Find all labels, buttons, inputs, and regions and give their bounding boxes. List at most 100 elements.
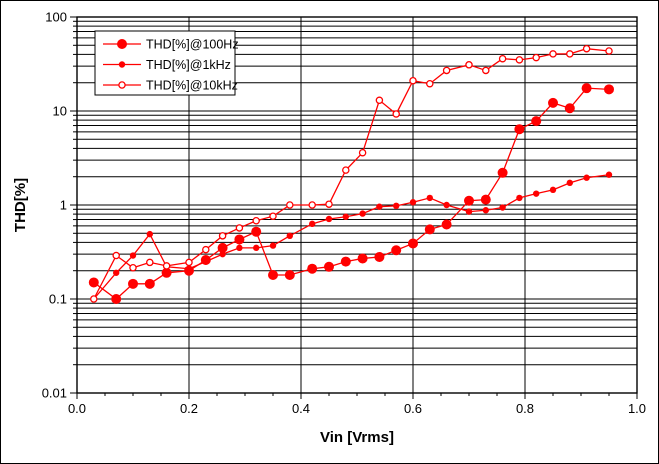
marker-large-filled [464, 195, 474, 206]
x-tick-label: 0.2 [180, 401, 198, 416]
marker-open [218, 232, 227, 240]
marker-large-filled [604, 84, 614, 95]
marker-large-filled [514, 124, 525, 135]
marker-open [426, 79, 434, 88]
legend-item: THD[%]@10kHz [103, 79, 238, 93]
marker-large-filled [117, 39, 127, 49]
legend-label: THD[%]@100Hz [146, 38, 239, 52]
marker-open [465, 61, 473, 69]
marker-small-filled [236, 244, 243, 252]
marker-open [582, 44, 591, 53]
marker-small-filled [253, 244, 260, 252]
marker-large-filled [357, 253, 368, 264]
marker-large-filled [234, 234, 245, 245]
legend-label: THD[%]@1kHz [146, 58, 231, 72]
marker-small-filled [409, 199, 417, 206]
data-series [88, 44, 614, 304]
marker-open [442, 66, 451, 75]
marker-large-filled [128, 278, 138, 289]
marker-open [286, 201, 294, 209]
y-tick-label: 100 [45, 10, 67, 25]
marker-open [375, 96, 384, 105]
marker-small-filled [465, 208, 473, 215]
marker-large-filled [324, 261, 334, 272]
series-line [93, 174, 610, 300]
marker-large-filled [391, 245, 402, 256]
marker-small-filled [549, 186, 557, 194]
marker-large-filled [581, 83, 592, 94]
legend-label: THD[%]@10kHz [146, 79, 238, 93]
marker-open [498, 54, 507, 63]
y-tick-label: 10 [53, 104, 67, 119]
marker-open [202, 245, 210, 254]
x-tick-label: 1.0 [628, 401, 646, 416]
marker-open [118, 81, 126, 89]
marker-small-filled [583, 174, 590, 181]
marker-small-filled [566, 179, 573, 187]
legend: THD[%]@100Hz THD[%]@1kHz THD[%]@10kHz [94, 30, 239, 96]
x-axis-title: Vin [Vrms] [320, 429, 394, 446]
legend-item: THD[%]@1kHz [103, 58, 231, 72]
marker-small-filled [325, 215, 333, 223]
legend-item: THD[%]@100Hz [103, 38, 239, 52]
marker-large-filled [480, 194, 491, 205]
marker-small-filled [286, 232, 293, 240]
marker-small-filled [269, 242, 277, 249]
marker-open [605, 47, 613, 55]
marker-open [146, 258, 154, 267]
marker-open [269, 212, 277, 220]
marker-small-filled [393, 202, 400, 210]
marker-large-filled [307, 263, 318, 274]
marker-small-filled [309, 220, 316, 228]
marker-open [129, 264, 137, 272]
marker-large-filled [251, 226, 262, 237]
marker-small-filled [443, 201, 450, 209]
marker-small-filled [605, 171, 613, 178]
marker-small-filled [202, 258, 209, 265]
marker-large-filled [441, 219, 452, 230]
marker-open [482, 66, 490, 75]
marker-small-filled [129, 252, 137, 259]
marker-large-filled [268, 270, 278, 281]
marker-open [515, 56, 524, 64]
marker-open [252, 216, 260, 225]
marker-small-filled [219, 250, 226, 258]
marker-large-filled [374, 251, 385, 262]
marker-large-filled [408, 238, 418, 249]
marker-large-filled [217, 242, 228, 253]
marker-open [532, 53, 540, 62]
marker-small-filled [482, 207, 489, 214]
marker-open [162, 262, 171, 270]
marker-open [549, 50, 557, 58]
marker-small-filled [146, 230, 153, 238]
marker-small-filled [376, 203, 383, 210]
marker-small-filled [533, 190, 540, 197]
marker-large-filled [564, 103, 575, 114]
marker-large-filled [340, 256, 351, 267]
series-thd-1khz [90, 171, 613, 303]
marker-small-filled [118, 61, 126, 68]
series-thd-10khz [90, 44, 613, 303]
marker-small-filled [426, 194, 433, 202]
marker-open [566, 50, 574, 58]
y-tick-label: 1 [60, 198, 67, 213]
marker-open [308, 201, 316, 209]
marker-open [342, 166, 350, 174]
marker-large-filled [497, 167, 508, 178]
marker-small-filled [113, 269, 120, 276]
x-tick-label: 0.0 [68, 401, 86, 416]
marker-large-filled [161, 267, 172, 278]
marker-small-filled [342, 213, 349, 220]
marker-open [392, 110, 400, 118]
marker-large-filled [531, 116, 542, 127]
y-axis-title: THD[%] [12, 178, 29, 232]
marker-open [112, 251, 120, 260]
marker-open [409, 76, 417, 85]
marker-small-filled [499, 204, 506, 211]
x-tick-label: 0.6 [404, 401, 422, 416]
marker-large-filled [424, 224, 435, 235]
axes: 100 10 1 0.1 0.010.0 0.2 0.4 0.6 0.8 1.0 [42, 10, 646, 417]
x-tick-label: 0.4 [292, 401, 310, 416]
